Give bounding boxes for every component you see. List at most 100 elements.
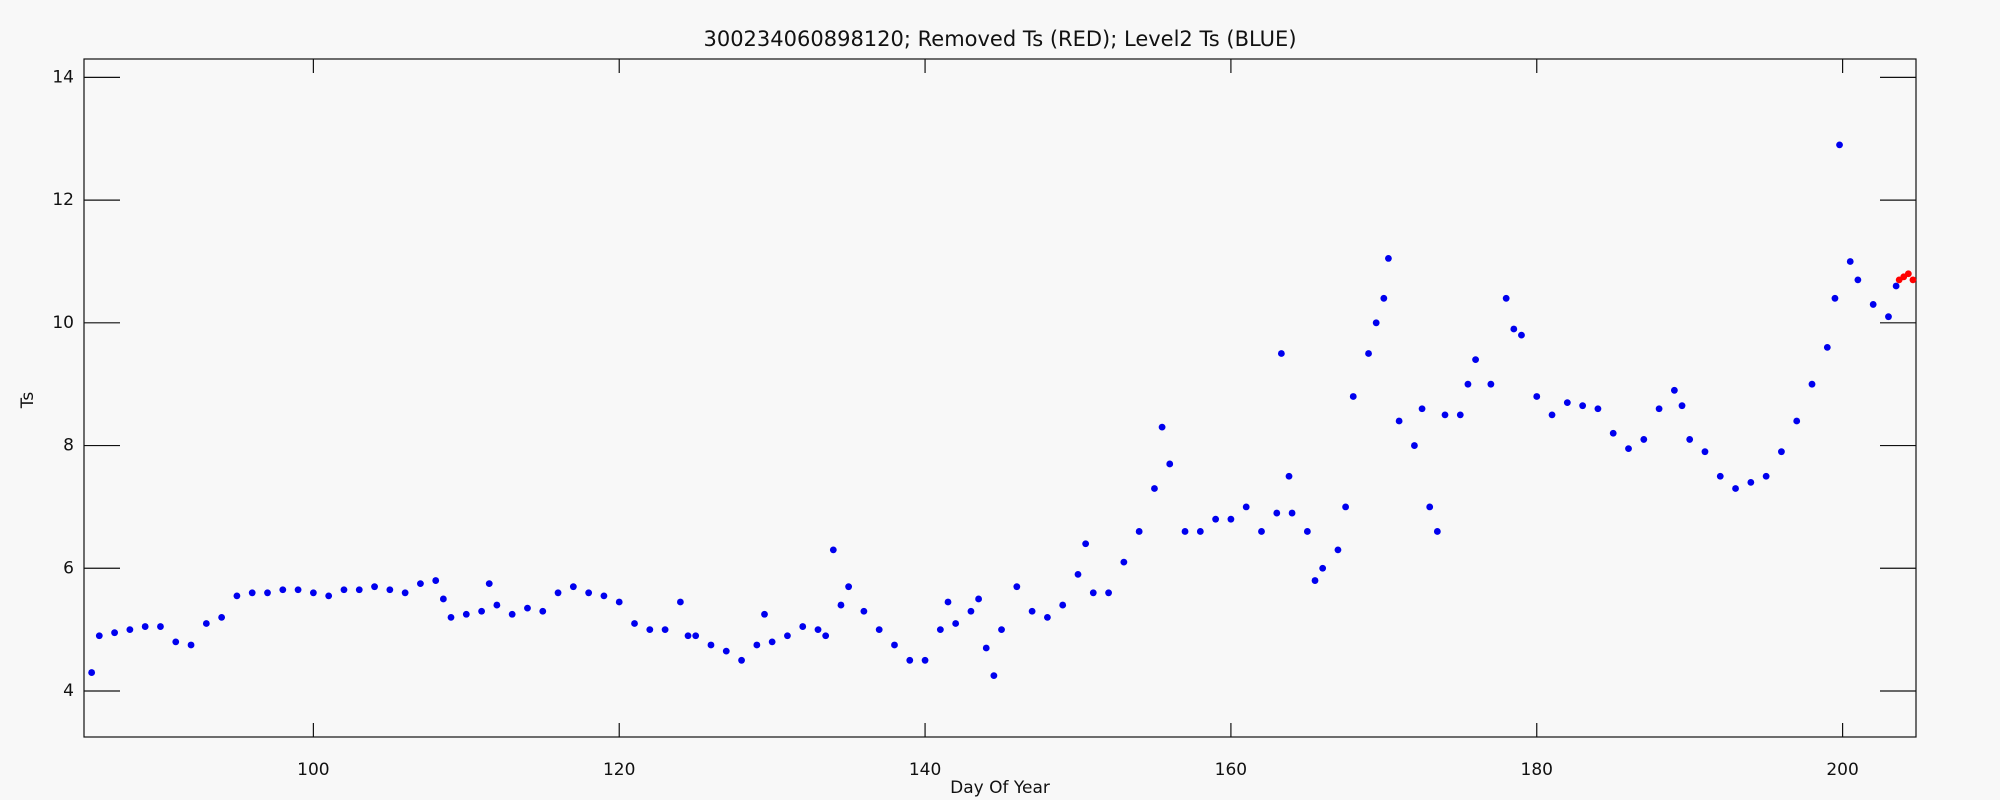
point xyxy=(1716,472,1724,480)
point xyxy=(1166,460,1174,468)
point xyxy=(906,656,914,664)
point xyxy=(1808,380,1816,388)
point xyxy=(1273,509,1281,517)
point xyxy=(88,669,96,676)
point xyxy=(1456,411,1464,419)
point xyxy=(1487,380,1495,388)
point xyxy=(1548,411,1556,419)
point xyxy=(1028,607,1036,615)
point xyxy=(233,592,241,600)
point xyxy=(1158,423,1166,431)
point xyxy=(554,589,562,597)
point xyxy=(386,586,394,594)
point xyxy=(1625,445,1632,453)
point xyxy=(1258,528,1265,535)
point xyxy=(753,641,761,649)
point xyxy=(264,589,271,597)
point xyxy=(1678,402,1686,410)
point xyxy=(325,592,333,600)
point xyxy=(952,620,960,627)
point xyxy=(447,613,455,621)
y-tick-label: 8 xyxy=(63,436,74,456)
point xyxy=(478,607,485,615)
point xyxy=(1082,540,1090,548)
point xyxy=(1904,270,1912,278)
point xyxy=(799,623,807,630)
point xyxy=(837,601,845,609)
point xyxy=(1778,448,1785,456)
point xyxy=(1655,405,1663,413)
point xyxy=(1464,380,1472,388)
point xyxy=(1285,472,1293,480)
point xyxy=(860,607,868,615)
point xyxy=(524,604,531,612)
point xyxy=(1854,276,1862,284)
point xyxy=(761,610,768,618)
point xyxy=(1319,564,1327,572)
point xyxy=(1242,503,1250,511)
point xyxy=(1885,313,1892,321)
point xyxy=(1196,528,1204,535)
point xyxy=(1059,601,1067,609)
y-axis-label: Ts xyxy=(18,392,38,410)
point xyxy=(1472,356,1479,364)
point xyxy=(1151,485,1158,492)
x-tick-label: 200 xyxy=(1826,760,1858,780)
point xyxy=(1380,294,1388,302)
point xyxy=(944,598,952,606)
point xyxy=(1502,294,1510,302)
point xyxy=(1385,255,1392,262)
point xyxy=(1433,528,1441,535)
point xyxy=(1288,509,1296,517)
point xyxy=(371,583,378,591)
point xyxy=(967,607,975,615)
point xyxy=(1732,485,1739,492)
point xyxy=(340,586,348,594)
point xyxy=(982,644,990,652)
point xyxy=(1563,399,1571,407)
point xyxy=(157,623,164,630)
point xyxy=(172,638,180,646)
point xyxy=(508,610,516,618)
point xyxy=(1181,528,1189,535)
point xyxy=(1670,386,1678,394)
x-tick-label: 140 xyxy=(909,760,941,780)
point xyxy=(432,577,440,584)
point xyxy=(1762,472,1770,480)
point xyxy=(875,626,883,634)
point xyxy=(248,589,256,597)
point xyxy=(1334,546,1342,554)
point xyxy=(845,583,853,591)
point xyxy=(1303,528,1311,535)
point xyxy=(1120,558,1128,566)
point xyxy=(1277,350,1285,357)
point xyxy=(822,632,830,640)
y-tick-label: 6 xyxy=(63,558,74,578)
point xyxy=(692,632,700,640)
point xyxy=(784,632,791,640)
point xyxy=(202,620,210,627)
point xyxy=(684,632,692,640)
x-axis-label: Day Of Year xyxy=(950,778,1050,798)
y-tick-label: 14 xyxy=(52,67,74,87)
x-tick-label: 100 xyxy=(297,760,329,780)
point xyxy=(1426,503,1434,511)
x-tick-label: 160 xyxy=(1215,760,1247,780)
point xyxy=(1074,571,1082,578)
point xyxy=(1365,350,1372,357)
point xyxy=(1510,325,1518,333)
point xyxy=(1909,276,1917,284)
point xyxy=(1823,343,1831,351)
point xyxy=(1594,405,1602,413)
point xyxy=(1135,528,1143,535)
point xyxy=(1212,515,1220,523)
point xyxy=(990,672,998,680)
point xyxy=(1892,282,1900,290)
point xyxy=(539,607,547,615)
point xyxy=(676,598,684,606)
point xyxy=(1349,393,1357,400)
point xyxy=(1013,583,1021,591)
point xyxy=(279,586,287,594)
point xyxy=(1105,589,1112,597)
